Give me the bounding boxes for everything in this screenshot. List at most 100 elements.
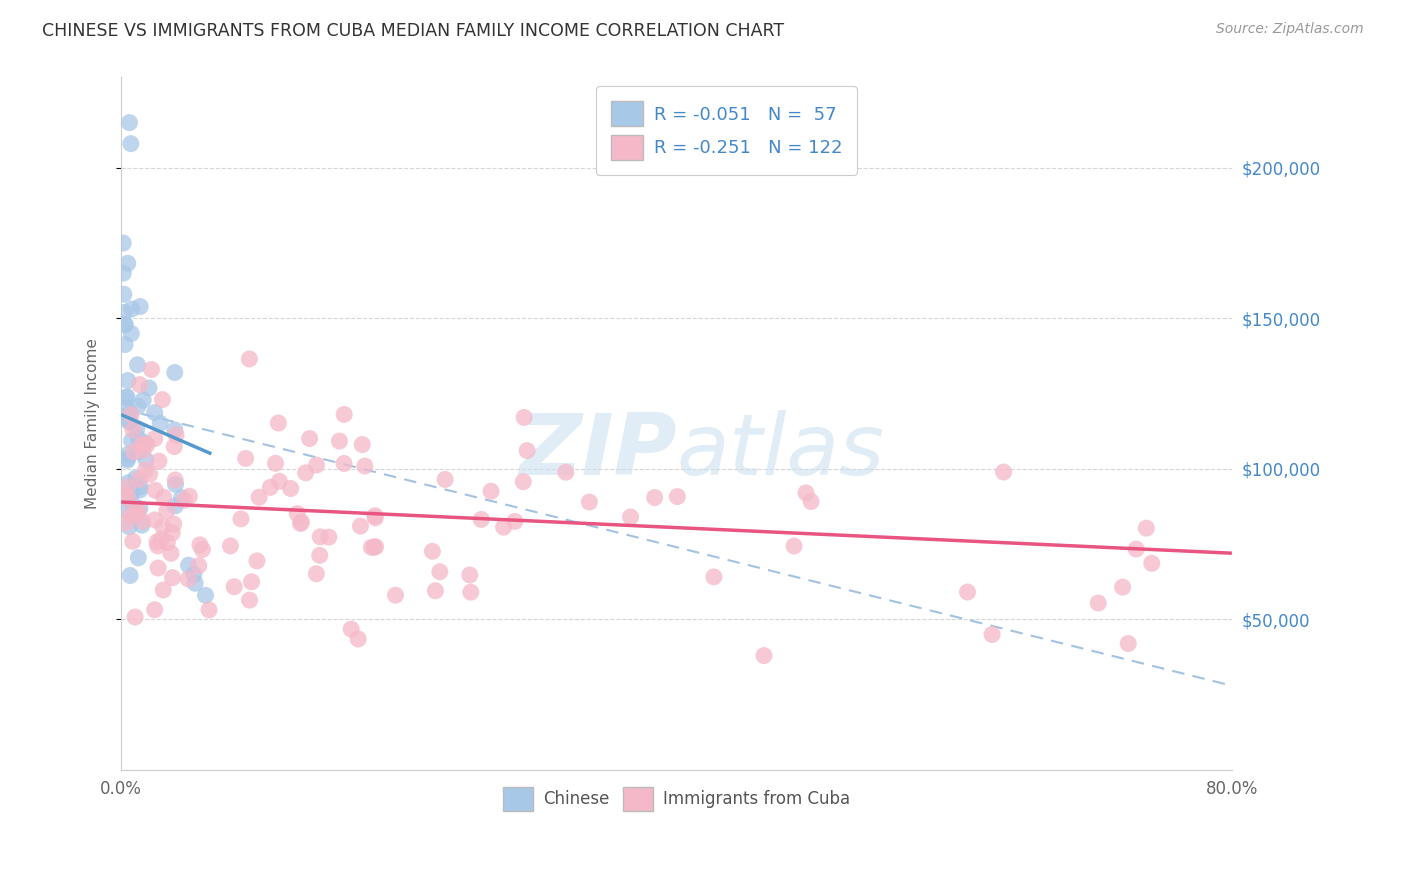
- Point: [294, 466, 316, 480]
- Point: [360, 541, 382, 555]
- Point: [492, 520, 515, 534]
- Point: [162, 525, 184, 540]
- Point: [162, 571, 184, 585]
- Point: [143, 432, 166, 446]
- Point: [115, 401, 138, 415]
- Point: [165, 428, 187, 442]
- Point: [235, 451, 257, 466]
- Point: [246, 554, 269, 568]
- Point: [198, 603, 221, 617]
- Point: [160, 546, 183, 560]
- Point: [120, 408, 142, 422]
- Point: [267, 416, 290, 430]
- Point: [131, 438, 153, 452]
- Point: [163, 423, 186, 437]
- Point: [132, 437, 155, 451]
- Point: [118, 415, 141, 429]
- Point: [148, 454, 170, 468]
- Point: [122, 423, 145, 437]
- Point: [117, 503, 139, 517]
- Point: [121, 534, 143, 549]
- Point: [115, 516, 138, 530]
- Point: [128, 501, 150, 516]
- Point: [112, 287, 135, 301]
- Point: [120, 406, 142, 420]
- Point: [184, 576, 207, 591]
- Point: [115, 391, 138, 405]
- Point: [118, 414, 141, 428]
- Point: [479, 484, 502, 499]
- Point: [138, 381, 160, 395]
- Point: [364, 508, 387, 523]
- Point: [224, 580, 246, 594]
- Point: [124, 610, 146, 624]
- Point: [117, 480, 139, 494]
- Point: [127, 445, 149, 459]
- Point: [194, 588, 217, 602]
- Point: [305, 566, 328, 581]
- Point: [191, 542, 214, 557]
- Point: [177, 572, 200, 586]
- Point: [993, 465, 1015, 479]
- Point: [143, 483, 166, 498]
- Point: [152, 491, 174, 505]
- Point: [131, 518, 153, 533]
- Point: [117, 453, 139, 467]
- Point: [264, 456, 287, 470]
- Point: [800, 494, 823, 508]
- Point: [434, 473, 457, 487]
- Point: [238, 351, 260, 366]
- Point: [309, 530, 332, 544]
- Point: [259, 480, 281, 494]
- Point: [238, 593, 260, 607]
- Y-axis label: Median Family Income: Median Family Income: [86, 338, 100, 509]
- Point: [132, 393, 155, 408]
- Point: [783, 539, 806, 553]
- Point: [127, 399, 149, 413]
- Point: [115, 448, 138, 462]
- Point: [458, 568, 481, 582]
- Point: [229, 512, 252, 526]
- Point: [298, 432, 321, 446]
- Point: [114, 337, 136, 351]
- Point: [1116, 636, 1139, 650]
- Point: [305, 458, 328, 472]
- Point: [156, 535, 179, 549]
- Point: [112, 266, 135, 280]
- Point: [349, 519, 371, 533]
- Point: [516, 443, 538, 458]
- Point: [333, 408, 356, 422]
- Point: [138, 467, 160, 482]
- Point: [146, 535, 169, 549]
- Point: [152, 392, 174, 407]
- Point: [117, 451, 139, 466]
- Point: [117, 256, 139, 270]
- Point: [129, 300, 152, 314]
- Point: [1135, 521, 1157, 535]
- Point: [290, 516, 312, 531]
- Point: [1125, 542, 1147, 557]
- Point: [131, 514, 153, 528]
- Point: [170, 491, 193, 505]
- Point: [121, 485, 143, 500]
- Point: [752, 648, 775, 663]
- Text: Source: ZipAtlas.com: Source: ZipAtlas.com: [1216, 22, 1364, 37]
- Point: [163, 366, 186, 380]
- Point: [114, 486, 136, 500]
- Text: CHINESE VS IMMIGRANTS FROM CUBA MEDIAN FAMILY INCOME CORRELATION CHART: CHINESE VS IMMIGRANTS FROM CUBA MEDIAN F…: [42, 22, 785, 40]
- Point: [666, 490, 689, 504]
- Point: [143, 513, 166, 527]
- Point: [956, 585, 979, 599]
- Point: [1111, 580, 1133, 594]
- Point: [143, 406, 166, 420]
- Point: [364, 511, 387, 525]
- Point: [152, 519, 174, 533]
- Point: [118, 519, 141, 533]
- Point: [143, 603, 166, 617]
- Legend: Chinese, Immigrants from Cuba: Chinese, Immigrants from Cuba: [489, 773, 863, 824]
- Point: [280, 482, 302, 496]
- Point: [120, 568, 142, 582]
- Point: [353, 458, 375, 473]
- Point: [187, 558, 209, 573]
- Point: [117, 491, 139, 506]
